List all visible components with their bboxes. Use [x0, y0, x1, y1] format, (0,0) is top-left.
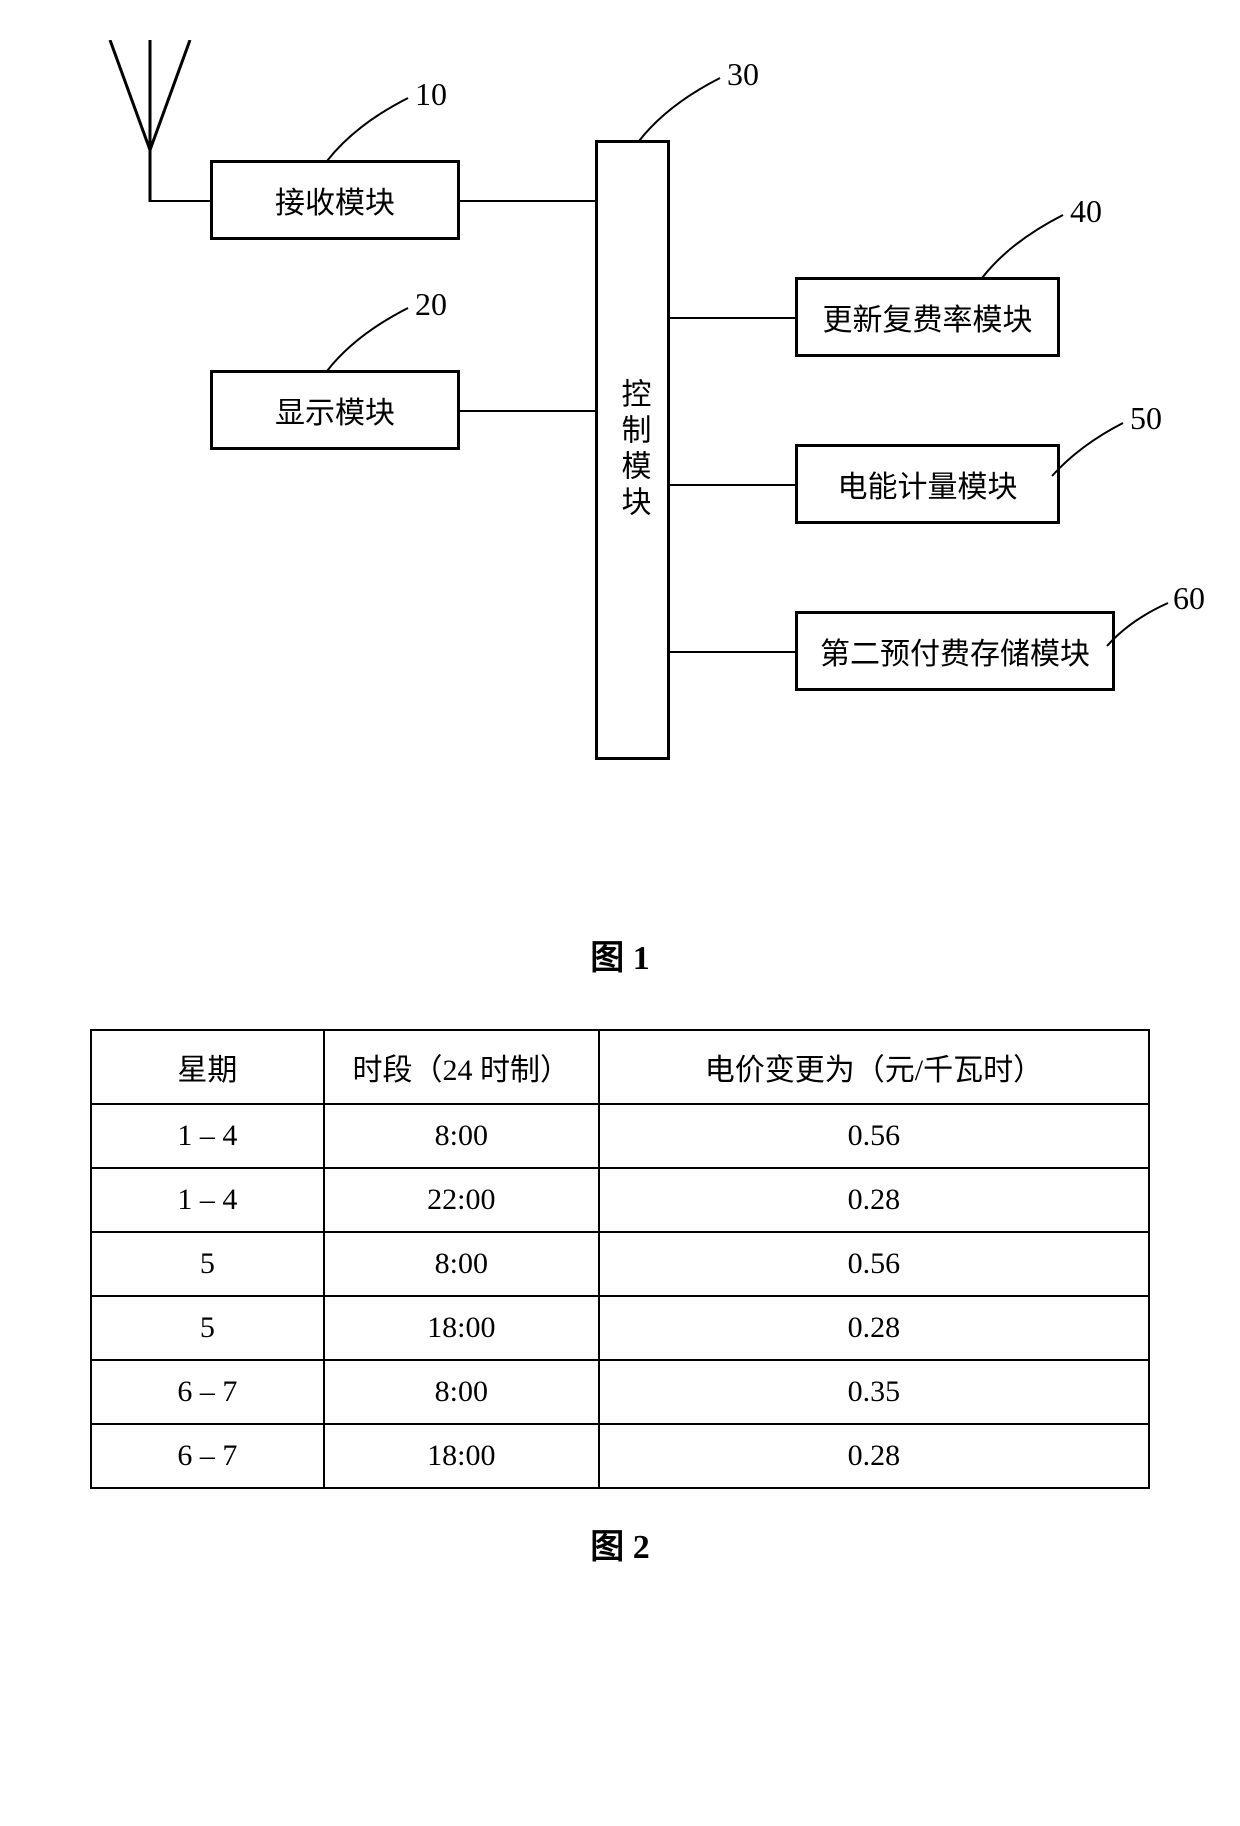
- table-row: 5 18:00 0.28: [91, 1296, 1149, 1360]
- connector: [460, 410, 595, 412]
- block-label: 更新复费率模块: [823, 295, 1033, 339]
- table-cell: 8:00: [324, 1360, 599, 1424]
- table-row: 6 – 7 8:00 0.35: [91, 1360, 1149, 1424]
- block-control: 控制模块: [595, 140, 670, 760]
- callout-line: [980, 212, 1065, 282]
- table-cell: 0.56: [599, 1104, 1149, 1168]
- callout-line: [1050, 420, 1125, 480]
- table-header-row: 星期 时段（24 时制） 电价变更为（元/千瓦时）: [91, 1030, 1149, 1104]
- connector: [670, 317, 795, 319]
- callout-line: [1105, 600, 1170, 650]
- block-update-rate: 更新复费率模块: [795, 277, 1060, 357]
- table-header: 星期: [91, 1030, 324, 1104]
- figure-1-caption: 图 1: [40, 930, 1200, 979]
- table-header: 电价变更为（元/千瓦时）: [599, 1030, 1149, 1104]
- table-cell: 8:00: [324, 1232, 599, 1296]
- block-label: 控制模块: [611, 378, 655, 522]
- antenna-icon: [105, 40, 195, 205]
- callout-line: [325, 95, 410, 165]
- block-label: 显示模块: [275, 388, 395, 432]
- table-row: 5 8:00 0.56: [91, 1232, 1149, 1296]
- table-cell: 0.56: [599, 1232, 1149, 1296]
- table-cell: 6 – 7: [91, 1360, 324, 1424]
- table-row: 1 – 4 8:00 0.56: [91, 1104, 1149, 1168]
- connector: [150, 200, 210, 202]
- connector: [670, 651, 795, 653]
- table-cell: 0.28: [599, 1168, 1149, 1232]
- callout-line: [325, 305, 410, 375]
- callout-label: 60: [1173, 580, 1205, 617]
- table-row: 6 – 7 18:00 0.28: [91, 1424, 1149, 1488]
- block-receive: 接收模块: [210, 160, 460, 240]
- block-display: 显示模块: [210, 370, 460, 450]
- table-cell: 22:00: [324, 1168, 599, 1232]
- table-header: 时段（24 时制）: [324, 1030, 599, 1104]
- callout-label: 40: [1070, 193, 1102, 230]
- table-cell: 0.28: [599, 1296, 1149, 1360]
- table-cell: 0.35: [599, 1360, 1149, 1424]
- figure-2-caption: 图 2: [40, 1519, 1200, 1568]
- figure-2: 星期 时段（24 时制） 电价变更为（元/千瓦时） 1 – 4 8:00 0.5…: [40, 1029, 1200, 1489]
- callout-label: 50: [1130, 400, 1162, 437]
- callout-label: 30: [727, 56, 759, 93]
- callout-label: 20: [415, 286, 447, 323]
- table-cell: 6 – 7: [91, 1424, 324, 1488]
- table-cell: 1 – 4: [91, 1104, 324, 1168]
- connector: [460, 200, 595, 202]
- table-cell: 8:00: [324, 1104, 599, 1168]
- table-cell: 5: [91, 1296, 324, 1360]
- block-label: 接收模块: [275, 178, 395, 222]
- block-prepaid-store: 第二预付费存储模块: [795, 611, 1115, 691]
- table-cell: 18:00: [324, 1424, 599, 1488]
- callout-line: [637, 75, 722, 145]
- connector: [670, 484, 795, 486]
- table-cell: 0.28: [599, 1424, 1149, 1488]
- callout-label: 10: [415, 76, 447, 113]
- block-energy-meter: 电能计量模块: [795, 444, 1060, 524]
- table-cell: 18:00: [324, 1296, 599, 1360]
- table-row: 1 – 4 22:00 0.28: [91, 1168, 1149, 1232]
- block-label: 电能计量模块: [838, 462, 1018, 506]
- table-cell: 1 – 4: [91, 1168, 324, 1232]
- table-cell: 5: [91, 1232, 324, 1296]
- rate-table: 星期 时段（24 时制） 电价变更为（元/千瓦时） 1 – 4 8:00 0.5…: [90, 1029, 1150, 1489]
- figure-1: 接收模块 10 显示模块 20 控制模块 30 更新复费率模块 40 电能计量模…: [40, 40, 1200, 900]
- block-label: 第二预付费存储模块: [820, 629, 1090, 673]
